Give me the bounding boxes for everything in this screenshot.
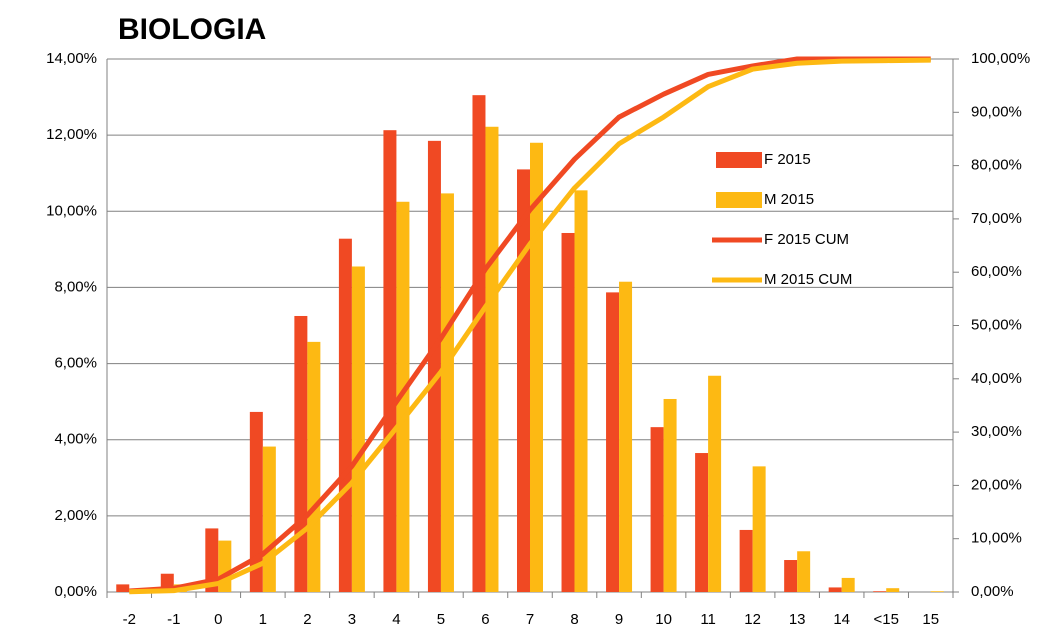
legend-label: M 2015 CUM (764, 271, 852, 288)
bar (116, 584, 130, 592)
bar (841, 577, 855, 592)
line (129, 56, 931, 594)
bar (650, 427, 664, 592)
bar (752, 466, 766, 592)
x-tick-label: 3 (348, 611, 356, 628)
y-tick-label: 14,00% (46, 50, 97, 67)
bar (249, 411, 263, 592)
bar (695, 453, 709, 592)
bar (574, 190, 588, 592)
bar (485, 126, 499, 592)
y-tick-label: 6,00% (54, 355, 97, 372)
bar (472, 95, 486, 593)
x-tick-label: 12 (744, 611, 761, 628)
x-tick-label: 15 (922, 611, 939, 628)
bar (427, 140, 441, 592)
y2-tick-label: 70,00% (971, 210, 1022, 227)
bar (440, 193, 454, 592)
bar (561, 232, 575, 592)
y2-tick-label: 40,00% (971, 370, 1022, 387)
x-tick-label: 6 (481, 611, 489, 628)
legend-label: F 2015 (764, 151, 811, 168)
bar (739, 529, 753, 592)
y-tick-label: 2,00% (54, 507, 97, 524)
x-tick-label: 14 (833, 611, 850, 628)
bar (351, 266, 365, 592)
x-tick-label: -2 (123, 611, 136, 628)
bar (708, 375, 722, 592)
bar (517, 169, 530, 592)
bar (294, 315, 308, 592)
x-tick-label: 8 (570, 611, 578, 628)
x-tick-label: -1 (167, 611, 180, 628)
bar (262, 446, 276, 592)
y-tick-label: 12,00% (46, 126, 97, 143)
y-tick-label: 8,00% (54, 278, 97, 295)
x-tick-label: 11 (700, 611, 716, 628)
bar (606, 292, 620, 592)
y2-tick-label: 60,00% (971, 263, 1022, 280)
y2-tick-label: 30,00% (971, 423, 1022, 440)
x-tick-label: 1 (259, 611, 267, 628)
x-tick-label: 9 (615, 611, 623, 628)
legend-swatch (716, 192, 762, 208)
y-tick-label: 0,00% (54, 583, 97, 600)
bar (886, 588, 900, 592)
y2-tick-label: 50,00% (971, 316, 1022, 333)
bar (828, 587, 842, 592)
bar (338, 238, 352, 592)
bar (930, 591, 944, 592)
line (129, 57, 931, 595)
x-tick-label: 10 (655, 611, 672, 628)
bar (784, 560, 798, 592)
y2-tick-label: 90,00% (971, 103, 1022, 120)
x-tick-label: 13 (789, 611, 806, 628)
bar (873, 591, 887, 592)
bar (307, 341, 321, 592)
bar (205, 528, 219, 592)
legend-label: F 2015 CUM (764, 231, 849, 248)
bar (619, 281, 633, 592)
x-tick-label: 4 (392, 611, 400, 628)
bar (396, 201, 410, 592)
y-tick-label: 10,00% (46, 202, 97, 219)
x-tick-label: 2 (303, 611, 311, 628)
y2-tick-label: 100,00% (971, 50, 1030, 67)
y2-tick-label: 0,00% (971, 583, 1014, 600)
y2-tick-label: 20,00% (971, 476, 1022, 493)
y-tick-label: 4,00% (54, 431, 97, 448)
y2-tick-label: 10,00% (971, 530, 1022, 547)
bar (797, 551, 811, 592)
bar (383, 130, 397, 592)
legend-swatch (716, 152, 762, 168)
chart-title: BIOLOGIA (118, 13, 266, 46)
y2-tick-label: 80,00% (971, 157, 1022, 174)
bar (530, 142, 543, 592)
x-tick-label: <15 (873, 611, 898, 628)
bar (663, 398, 677, 592)
legend-label: M 2015 (764, 191, 814, 208)
x-tick-label: 5 (437, 611, 445, 628)
x-tick-label: 7 (526, 611, 534, 628)
x-tick-label: 0 (214, 611, 222, 628)
